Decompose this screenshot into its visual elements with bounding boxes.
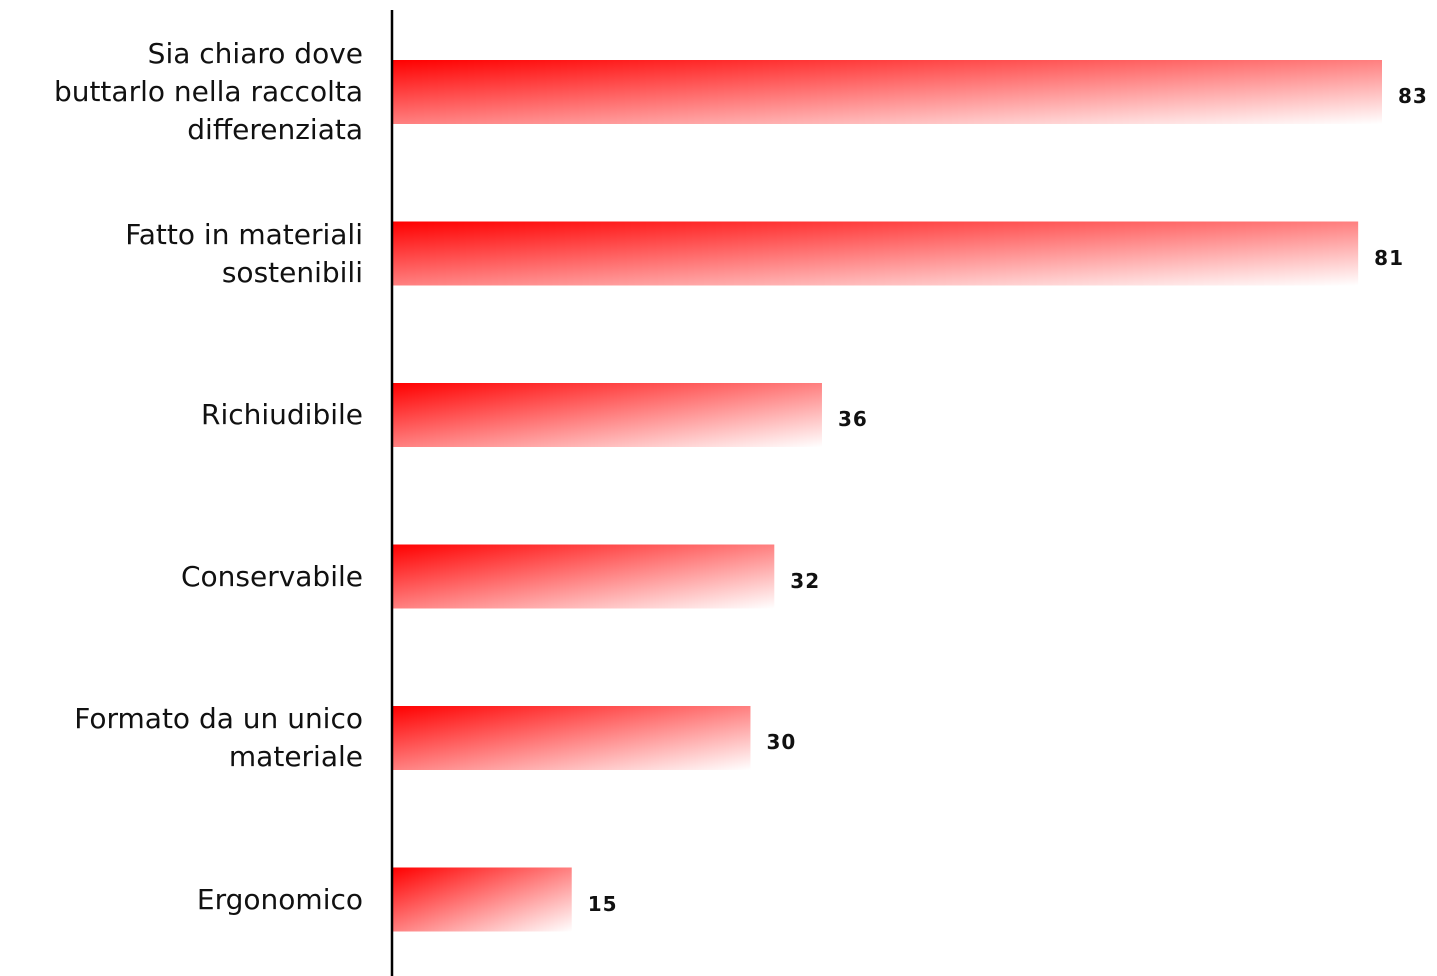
category-label-0: Sia chiaro dove buttarlo nella raccolta …: [53, 37, 363, 146]
category-label-2: Richiudibile: [200, 398, 363, 431]
bars-group: [393, 60, 1382, 932]
bar-4: [393, 706, 751, 770]
category-label-4: Formato da un unico materiale: [74, 702, 363, 773]
category-label-1: Fatto in materiali sostenibili: [125, 217, 363, 289]
category-label-5: Ergonomico: [196, 882, 363, 916]
value-label-1: 81: [1374, 245, 1404, 270]
value-label-4: 30: [766, 730, 797, 754]
bar-5: [393, 867, 572, 932]
bar-0: [393, 60, 1382, 124]
value-label-2: 36: [837, 407, 868, 431]
bar-2: [393, 383, 822, 447]
bar-3: [393, 544, 775, 609]
bar-1: [393, 221, 1359, 286]
value-label-0: 83: [1398, 84, 1428, 108]
category-label-3: Conservabile: [180, 559, 363, 593]
value-label-3: 32: [790, 568, 821, 593]
value-label-5: 15: [587, 891, 618, 916]
